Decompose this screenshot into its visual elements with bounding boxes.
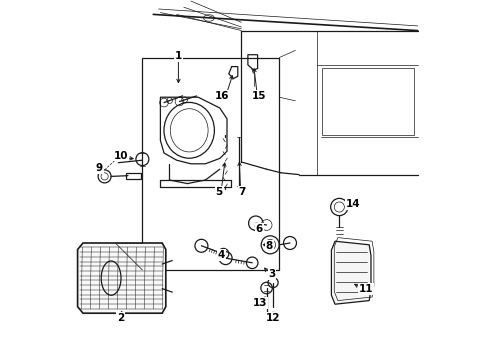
Bar — [143, 58, 279, 270]
Text: 10: 10 — [114, 150, 128, 161]
Text: 13: 13 — [253, 298, 268, 308]
Text: 4: 4 — [218, 250, 225, 260]
Text: 5: 5 — [216, 186, 222, 197]
Bar — [126, 173, 141, 179]
Text: 2: 2 — [117, 312, 124, 323]
Text: 3: 3 — [269, 269, 275, 279]
Text: 15: 15 — [252, 91, 267, 101]
Text: 7: 7 — [239, 186, 246, 197]
Text: 14: 14 — [345, 199, 360, 210]
Text: 11: 11 — [358, 284, 373, 294]
Text: 9: 9 — [96, 163, 103, 174]
Text: 1: 1 — [175, 51, 182, 61]
Bar — [322, 68, 414, 135]
Polygon shape — [77, 243, 166, 313]
Text: 16: 16 — [214, 91, 229, 101]
Text: 12: 12 — [266, 312, 280, 323]
Polygon shape — [331, 241, 371, 304]
Text: 8: 8 — [266, 240, 273, 251]
Text: 6: 6 — [256, 224, 263, 234]
